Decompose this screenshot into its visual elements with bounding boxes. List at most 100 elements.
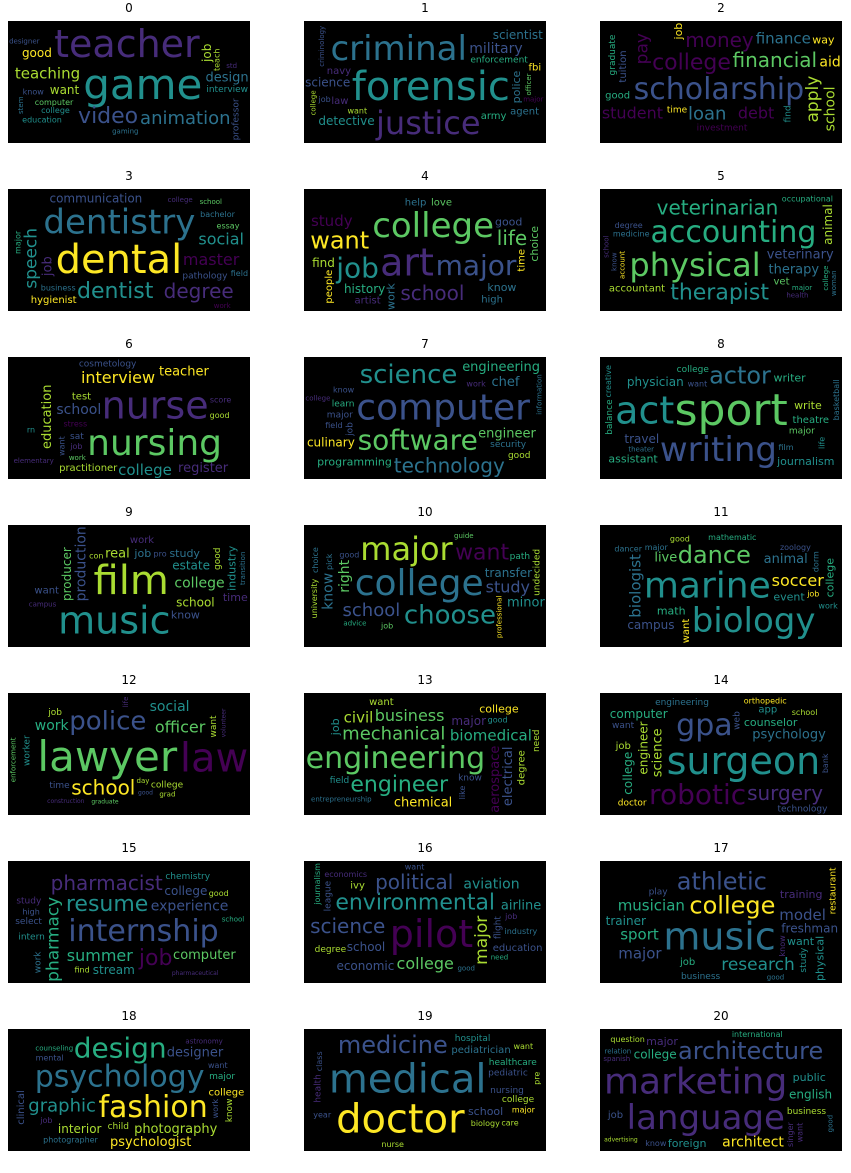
word: need	[532, 730, 542, 753]
word: school	[200, 198, 222, 206]
word: doctor	[618, 798, 647, 808]
word: fashion	[98, 1090, 207, 1125]
word: essay	[217, 222, 240, 231]
word: photography	[134, 1122, 218, 1137]
word: work	[211, 1099, 220, 1119]
word: electrical	[501, 747, 516, 807]
word: pro	[154, 549, 167, 558]
word: life	[122, 697, 130, 708]
word: university	[310, 579, 319, 619]
word: therapist	[670, 280, 769, 305]
word: good	[670, 535, 690, 544]
word: choice	[528, 226, 541, 262]
word: life	[497, 226, 527, 250]
word: want	[688, 380, 708, 389]
word: training	[780, 888, 823, 901]
word: people	[324, 270, 335, 304]
word: zoology	[780, 543, 811, 552]
wordcloud-svg: lawyer law police school officer work social co…	[9, 697, 248, 806]
word: intern	[18, 933, 45, 943]
panel-title: 7	[421, 337, 429, 351]
wordcloud-panel-20: 20 marketing language architecture architect…	[600, 1009, 842, 1173]
word: job	[335, 252, 379, 285]
word: good	[488, 715, 508, 724]
word: volunteer	[221, 708, 228, 737]
word: job	[47, 708, 62, 718]
word: dorm	[812, 551, 821, 572]
word: college	[397, 954, 454, 973]
word: job	[672, 23, 685, 41]
panel-title: 12	[121, 673, 137, 687]
word: design	[74, 1032, 167, 1065]
word: test	[72, 392, 91, 403]
word: job	[138, 946, 173, 971]
word: know	[171, 609, 200, 622]
word: animation	[140, 108, 230, 129]
word: major	[14, 230, 23, 254]
word: pilot	[390, 912, 473, 956]
word: navy	[327, 66, 351, 77]
wordcloud-canvas: lawyer law police school officer work social co…	[8, 693, 250, 815]
panel-title: 9	[125, 505, 133, 519]
word: police	[69, 707, 146, 737]
word: transfer	[485, 566, 532, 580]
word: want	[787, 935, 815, 948]
word: study	[169, 547, 200, 560]
word: good	[138, 790, 153, 797]
word: research	[721, 955, 795, 975]
word: high	[481, 295, 503, 306]
wordcloud-panel-14: 14 surgeon gpa robotic surgery science psychol…	[600, 673, 842, 837]
word: select	[15, 917, 42, 927]
word: school	[176, 595, 214, 609]
word: entrepreneurship	[311, 796, 372, 804]
word: college	[174, 576, 224, 592]
word: computer	[356, 387, 530, 428]
panel-title: 18	[121, 1009, 137, 1023]
word: physical	[629, 246, 760, 284]
word: study	[799, 947, 809, 973]
wordcloud-canvas: physical accounting therapist veterinarian v…	[600, 189, 842, 311]
word: want	[405, 863, 425, 872]
word: theatre	[793, 415, 830, 426]
word: field	[231, 269, 248, 278]
word: teach	[213, 49, 222, 71]
word: college	[151, 780, 184, 790]
word: class	[315, 1051, 324, 1071]
word: guide	[454, 532, 474, 540]
word: political	[375, 870, 453, 894]
panel-title: 10	[417, 505, 433, 519]
word: job	[69, 442, 82, 451]
wordcloud-panel-6: 6 nurse nursing interview college school educa…	[8, 337, 250, 501]
word: job	[679, 957, 695, 968]
word: elementary	[14, 457, 54, 465]
word: degree	[516, 750, 527, 785]
word: life	[817, 437, 826, 449]
word: know	[611, 252, 619, 271]
word: animal	[764, 552, 808, 567]
word: job	[317, 95, 330, 104]
word: know	[321, 573, 337, 610]
word: pathology	[182, 272, 228, 282]
wordcloud-canvas: engineering engineer mechanical business bio…	[304, 693, 546, 815]
word: social	[150, 699, 190, 715]
word: cosmetology	[79, 359, 137, 369]
word: astronomy	[185, 1037, 222, 1045]
word: stem	[17, 96, 25, 114]
word: computer	[610, 707, 668, 721]
word: school	[400, 281, 464, 305]
word: college	[164, 884, 207, 898]
word: mental	[36, 1053, 64, 1062]
wordcloud-canvas: surgeon gpa robotic surgery science psycholog…	[600, 693, 842, 815]
word: lawyer	[37, 732, 177, 781]
word: write	[794, 399, 822, 412]
word: science	[360, 360, 458, 390]
word: time	[667, 106, 688, 116]
word: healthcare	[489, 1058, 537, 1068]
word: animal	[821, 204, 835, 245]
word: child	[108, 1122, 129, 1132]
word: want	[208, 1061, 228, 1070]
